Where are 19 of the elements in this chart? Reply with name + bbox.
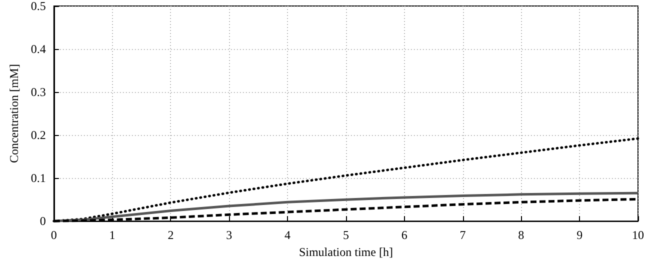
x-tick-label: 7 [460,228,466,242]
y-tick-label: 0.4 [30,42,46,56]
y-tick-label: 0.3 [30,85,46,100]
y-tick-label: 0.5 [30,0,46,13]
x-tick-label: 8 [518,228,524,242]
x-tick-label: 4 [284,228,291,242]
x-tick-label: 1 [109,228,116,242]
x-tick-label: 6 [401,228,408,242]
y-tick-label: 0.2 [30,128,46,142]
y-tick-label: 0.1 [30,171,46,186]
x-tick-label: 5 [342,228,349,242]
x-tick-label: 10 [632,228,644,242]
x-axis-title: Simulation time [h] [298,245,393,259]
y-axis-title: Concentration [mM] [7,64,21,164]
x-tick-label: 0 [50,228,57,242]
y-tick-label: 0 [40,214,46,228]
x-tick-label: 9 [576,228,583,242]
x-tick-label: 2 [168,228,174,242]
x-tick-label: 3 [226,228,232,242]
